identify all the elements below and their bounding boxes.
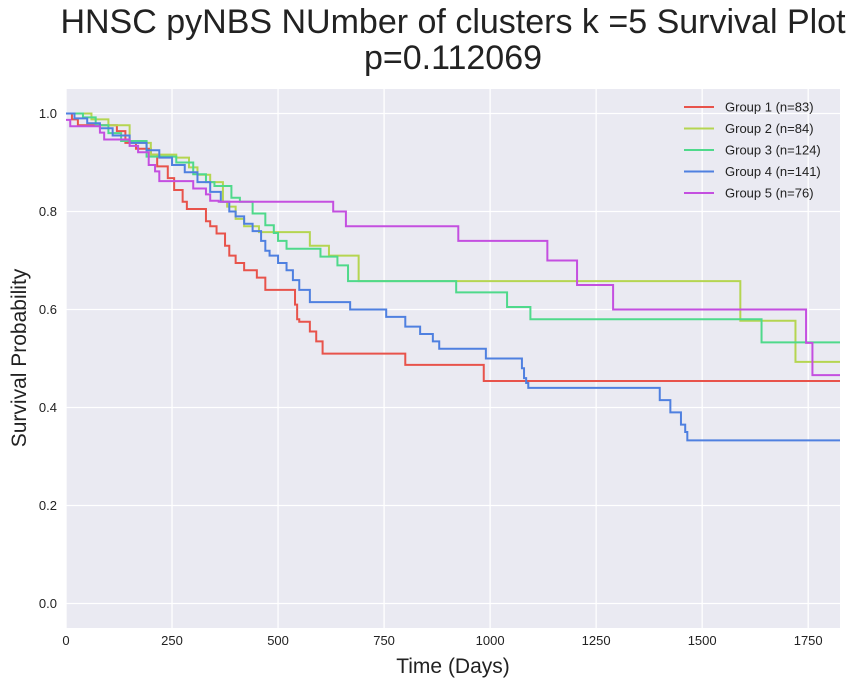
x-tick-label: 1000 [476, 633, 505, 648]
legend-label-group-3: Group 3 (n=124) [725, 143, 821, 158]
y-tick-label: 0.4 [39, 400, 57, 415]
series-line-group-4 [66, 112, 840, 442]
chart-title-line2: p=0.112069 [363, 39, 543, 77]
plot-background [66, 89, 840, 628]
chart-title: HNSC pyNBS NUmber of clusters k =5 Survi… [0, 4, 850, 76]
y-tick-label: 0.2 [39, 498, 57, 513]
legend-label-group-5: Group 5 (n=76) [725, 186, 814, 201]
y-axis-label: Survival Probability [8, 268, 31, 447]
x-tick-label: 1250 [582, 633, 611, 648]
x-axis-label: Time (Days) [396, 655, 510, 678]
legend: Group 1 (n=83) Group 2 (n=84) Group 3 (n=1… [684, 100, 821, 201]
x-tick-label: 0 [62, 633, 69, 648]
y-tick-label: 0.8 [39, 204, 57, 219]
series-line-group-5 [66, 118, 840, 377]
series-layer [66, 112, 840, 442]
x-tick-label: 1500 [688, 633, 717, 648]
chart-title-line1: HNSC pyNBS NUmber of clusters k =5 Survi… [60, 3, 846, 41]
tick-labels: 0 250 500 750 1000 1250 1500 1750 0.0 0.2 0.4 0.6 0.… [39, 106, 823, 648]
legend-label-group-1: Group 1 (n=83) [725, 100, 814, 115]
y-tick-label: 1.0 [39, 106, 57, 121]
legend-label-group-4: Group 4 (n=141) [725, 164, 821, 179]
x-tick-label: 1750 [794, 633, 823, 648]
grid-lines [65, 89, 840, 628]
x-tick-label: 250 [161, 633, 183, 648]
legend-label-group-2: Group 2 (n=84) [725, 121, 814, 136]
y-tick-label: 0.0 [39, 596, 57, 611]
x-tick-label: 500 [267, 633, 289, 648]
x-tick-label: 750 [373, 633, 395, 648]
y-tick-label: 0.6 [39, 302, 57, 317]
